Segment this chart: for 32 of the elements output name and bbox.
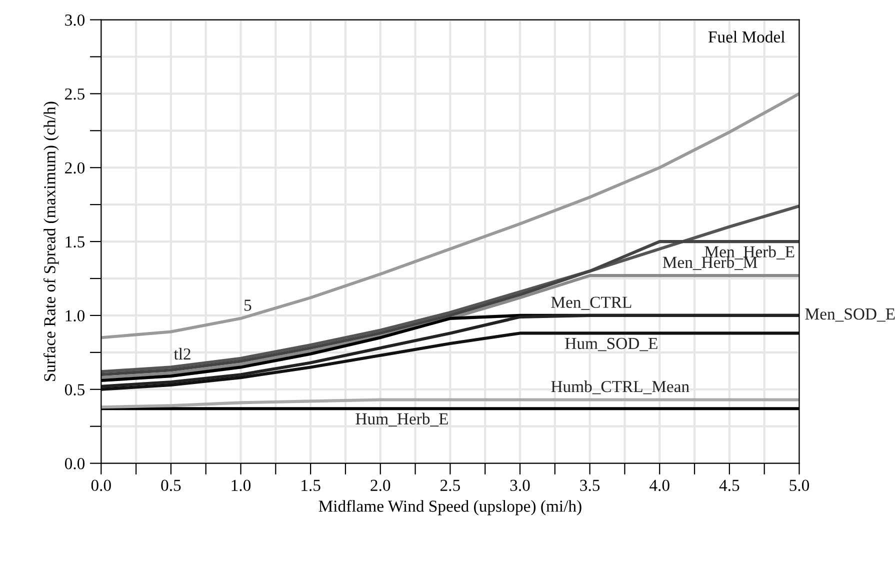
legend-title: Fuel Model [708, 30, 785, 43]
annotation: Men_SOD_E [805, 308, 895, 322]
line-series [101, 240, 800, 376]
x-tick-label: 1.0 [232, 480, 251, 492]
y-tick-label: 2.5 [65, 88, 85, 100]
line-series [101, 398, 800, 409]
annotation: 5 [244, 300, 252, 311]
y-tick-label: 3.0 [65, 14, 85, 26]
x-tick-label: 3.0 [510, 480, 530, 492]
x-tick-label: 2.5 [440, 480, 460, 492]
x-tick-label: 0.0 [91, 480, 111, 492]
x-tick-label: 3.5 [580, 480, 600, 492]
annotation: Men_CTRL [551, 296, 632, 310]
x-tick-label: 2.0 [370, 480, 390, 492]
annotation: Hum_Herb_E [356, 412, 448, 426]
y-tick-label: 2.0 [65, 162, 85, 174]
x-tick-label: 0.5 [161, 480, 181, 492]
y-tick-label: 1.0 [66, 310, 85, 322]
x-axis-title: Midflame Wind Speed (upslope) (mi/h) [318, 500, 582, 516]
x-tick-label: 5.0 [790, 480, 810, 492]
x-tick-label: 4.5 [719, 480, 740, 492]
y-tick-label: 0.0 [64, 458, 85, 470]
y-tick-label: 1.5 [66, 236, 85, 248]
line-series [101, 92, 800, 340]
annotation: tl2 [174, 348, 190, 360]
x-tick-label: 1.5 [302, 480, 320, 492]
y-tick-label: 0.5 [64, 384, 85, 396]
x-tick-label: 4.0 [650, 480, 670, 492]
y-axis-title: Surface Rate of Spread (maximum) (ch/h) [43, 102, 59, 381]
line-series [101, 204, 800, 374]
annotation: Humb_CTRL_Mean [551, 380, 690, 394]
annotation: Hum_SOD_E [565, 338, 658, 352]
